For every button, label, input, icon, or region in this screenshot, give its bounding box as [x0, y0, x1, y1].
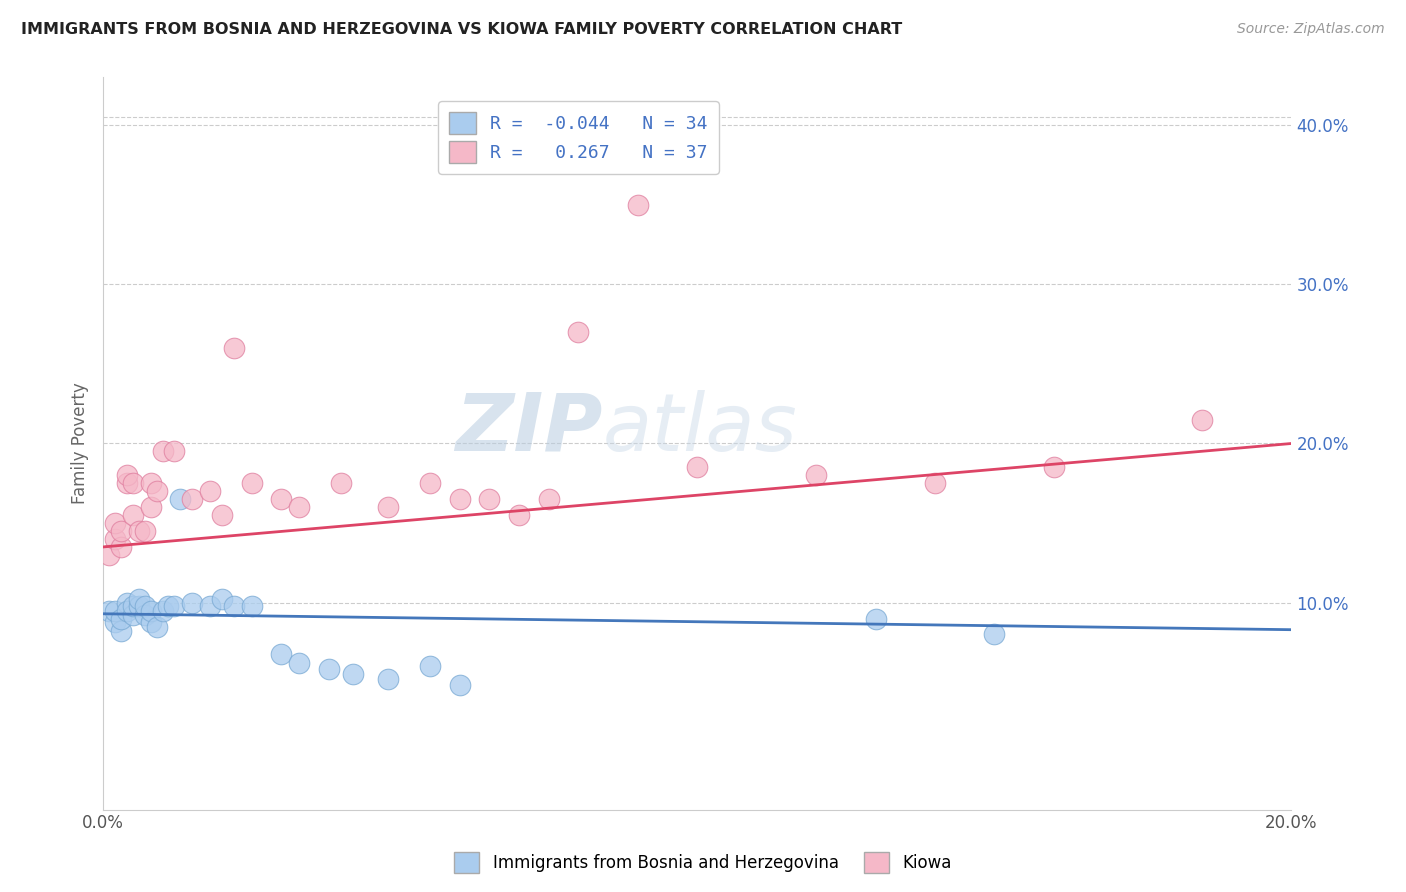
Point — [181, 492, 204, 507]
Point — [104, 615, 127, 629]
Point — [211, 592, 233, 607]
Point — [377, 672, 399, 686]
Point — [342, 667, 364, 681]
Legend: R =  -0.044   N = 34, R =   0.267   N = 37: R = -0.044 N = 34, R = 0.267 N = 37 — [439, 101, 718, 174]
Text: IMMIGRANTS FROM BOSNIA AND HERZEGOVINA VS KIOWA FAMILY POVERTY CORRELATION CHART: IMMIGRANTS FROM BOSNIA AND HERZEGOVINA V… — [21, 22, 903, 37]
Text: Source: ZipAtlas.com: Source: ZipAtlas.com — [1237, 22, 1385, 37]
Point — [115, 468, 138, 483]
Point — [115, 476, 138, 491]
Point — [152, 444, 174, 458]
Point — [163, 444, 186, 458]
Legend: Immigrants from Bosnia and Herzegovina, Kiowa: Immigrants from Bosnia and Herzegovina, … — [449, 846, 957, 880]
Point — [139, 500, 162, 515]
Point — [121, 608, 143, 623]
Point — [139, 476, 162, 491]
Point — [478, 492, 501, 507]
Point — [181, 596, 204, 610]
Point — [128, 592, 150, 607]
Point — [419, 476, 441, 491]
Point — [567, 325, 589, 339]
Point — [222, 599, 245, 613]
Point — [270, 647, 292, 661]
Point — [198, 484, 221, 499]
Point — [288, 500, 311, 515]
Point — [139, 604, 162, 618]
Point — [104, 532, 127, 546]
Point — [329, 476, 352, 491]
Point — [121, 508, 143, 522]
Point — [983, 627, 1005, 641]
Point — [288, 656, 311, 670]
Text: ZIP: ZIP — [456, 390, 602, 467]
Point — [134, 608, 156, 623]
Point — [627, 198, 650, 212]
Point — [139, 615, 162, 629]
Point — [537, 492, 560, 507]
Point — [270, 492, 292, 507]
Point — [110, 624, 132, 639]
Point — [924, 476, 946, 491]
Point — [145, 619, 167, 633]
Point — [1042, 460, 1064, 475]
Point — [104, 516, 127, 530]
Point — [449, 678, 471, 692]
Point — [865, 611, 887, 625]
Point — [508, 508, 530, 522]
Point — [134, 599, 156, 613]
Point — [377, 500, 399, 515]
Point — [128, 524, 150, 538]
Point — [240, 599, 263, 613]
Point — [115, 604, 138, 618]
Point — [1191, 412, 1213, 426]
Point — [449, 492, 471, 507]
Point — [115, 596, 138, 610]
Point — [211, 508, 233, 522]
Y-axis label: Family Poverty: Family Poverty — [72, 383, 89, 504]
Point — [318, 663, 340, 677]
Point — [121, 599, 143, 613]
Point — [121, 476, 143, 491]
Point — [198, 599, 221, 613]
Point — [110, 524, 132, 538]
Point — [163, 599, 186, 613]
Point — [128, 599, 150, 613]
Point — [419, 659, 441, 673]
Point — [110, 540, 132, 554]
Point — [240, 476, 263, 491]
Text: atlas: atlas — [602, 390, 797, 467]
Point — [98, 604, 121, 618]
Point — [98, 548, 121, 562]
Point — [804, 468, 827, 483]
Point — [134, 524, 156, 538]
Point — [110, 611, 132, 625]
Point — [157, 599, 180, 613]
Point — [152, 604, 174, 618]
Point — [686, 460, 709, 475]
Point — [145, 484, 167, 499]
Point — [169, 492, 191, 507]
Point — [104, 604, 127, 618]
Point — [222, 341, 245, 355]
